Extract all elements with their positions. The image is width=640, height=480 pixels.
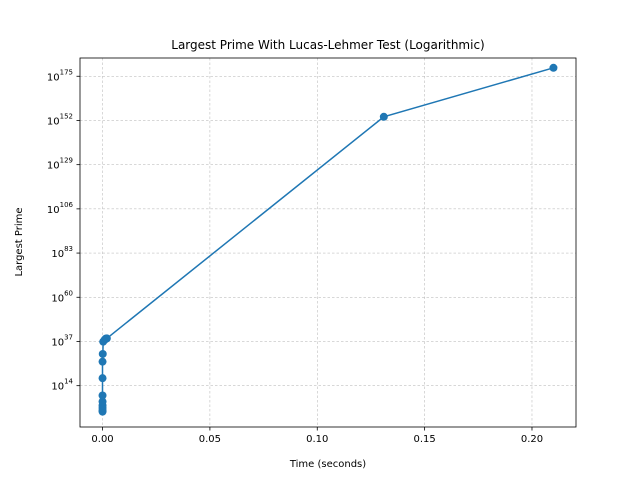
y-tick-base: 10: [47, 116, 60, 127]
y-tick-base: 10: [51, 337, 64, 348]
y-tick-label: 1060: [51, 289, 73, 304]
y-tick-label: 1014: [51, 378, 73, 393]
y-tick-exponent: 37: [64, 333, 73, 341]
plot-area-frame: [79, 57, 577, 428]
data-point: [549, 63, 558, 72]
y-tick-exponent: 129: [60, 157, 73, 165]
x-axis: 0.00 0.05 0.10 0.15 0.20: [91, 427, 543, 445]
y-tick-base: 10: [47, 72, 60, 83]
y-tick-label: 10152: [47, 112, 73, 127]
y-axis-title: Largest Prime: [14, 207, 25, 276]
y-tick-label: 1083: [51, 245, 73, 260]
y-tick-base: 10: [47, 161, 60, 172]
y-tick-label: 10106: [47, 201, 74, 216]
y-tick-exponent: 152: [60, 112, 73, 120]
data-point: [98, 374, 107, 383]
x-tick-label: 0.15: [413, 434, 435, 445]
x-tick-label: 0.20: [521, 434, 543, 445]
y-tick-exponent: 175: [60, 68, 73, 76]
data-point: [98, 391, 107, 400]
grid: [80, 58, 576, 427]
data-point: [98, 357, 107, 366]
y-tick-base: 10: [51, 249, 64, 260]
x-tick-label: 0.05: [199, 434, 221, 445]
y-tick-base: 10: [47, 205, 60, 216]
data-point: [98, 397, 107, 406]
y-tick-exponent: 83: [64, 245, 73, 253]
series-group: [98, 63, 558, 416]
y-tick-label: 10129: [47, 157, 73, 172]
y-tick-exponent: 14: [64, 378, 73, 386]
y-tick-label: 1037: [51, 333, 73, 348]
data-point: [379, 112, 388, 121]
y-tick-exponent: 60: [64, 289, 73, 297]
y-tick-label: 10175: [47, 68, 73, 83]
y-tick-exponent: 106: [60, 201, 74, 209]
x-tick-label: 0.00: [91, 434, 113, 445]
y-tick-base: 10: [51, 293, 64, 304]
data-point: [102, 334, 111, 343]
chart-title: Largest Prime With Lucas-Lehmer Test (Lo…: [171, 38, 484, 52]
y-tick-base: 10: [51, 382, 64, 393]
x-tick-label: 0.10: [306, 434, 328, 445]
data-point: [98, 349, 107, 358]
x-axis-title: Time (seconds): [289, 459, 366, 470]
